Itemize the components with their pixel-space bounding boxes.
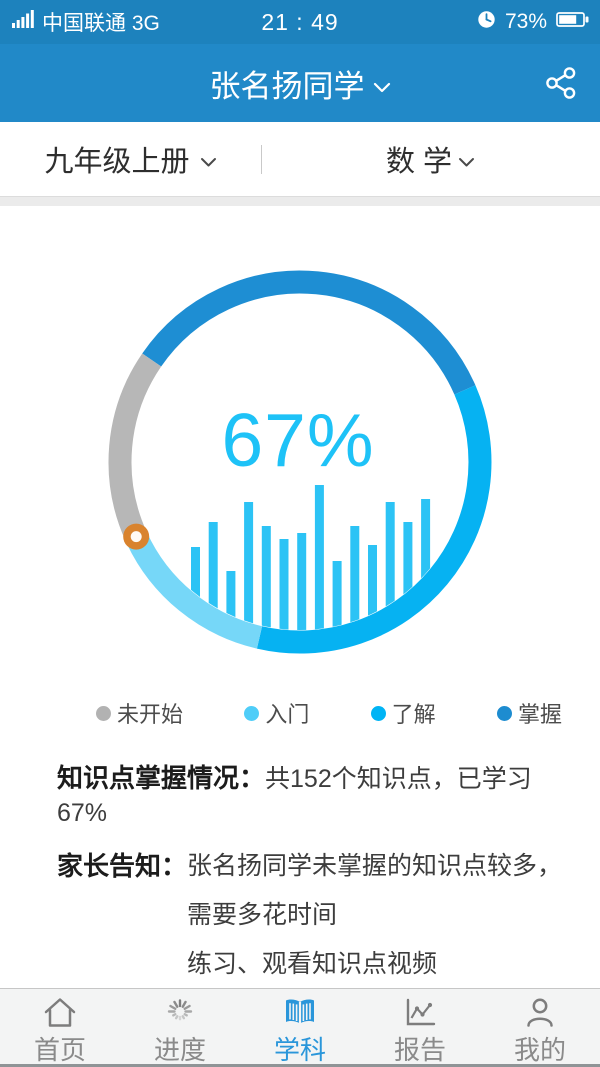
legend-dot — [96, 705, 111, 721]
person-icon — [520, 995, 560, 1029]
tab-reports[interactable]: 报告 — [360, 989, 480, 1067]
summary-label: 知识点掌握情况： — [57, 763, 266, 793]
summary-value: 共152个知识点，已学习67% — [57, 765, 532, 827]
legend-item-understood: 了解 — [370, 697, 436, 729]
legend-dot — [370, 705, 386, 721]
battery-percent-label: 73% — [504, 10, 547, 33]
legend-dot — [496, 705, 512, 721]
divider — [261, 145, 262, 174]
tab-subjects[interactable]: 学科 — [240, 989, 360, 1067]
subject-selector-label: 数 学 — [385, 146, 453, 178]
carrier-label: 中国联通 3G — [42, 12, 160, 35]
progress-spinner-icon — [160, 995, 200, 1029]
alarm-clock-icon — [477, 10, 496, 35]
tab-bar: 首页 进度 学科 — [0, 988, 600, 1067]
screen-bottom-edge — [0, 1064, 600, 1067]
legend-item-not-started: 未开始 — [96, 697, 183, 729]
header: 张名扬同学 — [0, 44, 600, 122]
signal-strength-icon — [12, 10, 35, 34]
filter-bar: 九年级上册 数 学 — [0, 122, 600, 197]
legend: 未开始 入门 了解 掌握 — [96, 699, 562, 727]
notice-label: 家长告知： — [57, 851, 188, 881]
share-button[interactable] — [542, 64, 580, 102]
chevron-down-icon — [200, 143, 217, 176]
mastery-percentage: 67% — [221, 398, 375, 482]
share-icon — [546, 67, 576, 99]
knowledge-summary: 知识点掌握情况：共152个知识点，已学习67% — [57, 761, 576, 830]
status-time: 21 : 49 — [261, 8, 339, 35]
parent-notice: 家长告知： 张名扬同学未掌握的知识点较多，需要多花时间 练习、观看知识点视频 — [57, 842, 570, 989]
chevron-down-icon — [458, 143, 475, 176]
battery-icon — [556, 10, 590, 35]
legend-item-mastered: 掌握 — [496, 697, 562, 729]
report-chart-icon — [400, 995, 440, 1029]
tab-progress[interactable]: 进度 — [120, 989, 240, 1067]
student-selector[interactable]: 张名扬同学 — [0, 44, 600, 122]
book-selector[interactable]: 九年级上册 — [0, 122, 261, 196]
open-book-icon — [280, 995, 320, 1029]
page-title: 张名扬同学 — [209, 68, 365, 104]
legend-item-beginner: 入门 — [244, 697, 309, 729]
legend-dot — [244, 705, 260, 721]
subject-selector[interactable]: 数 学 — [261, 122, 600, 196]
status-bar: 中国联通 3G 21 : 49 73% — [0, 0, 600, 44]
notice-line2: 练习、观看知识点视频 — [187, 950, 438, 978]
mastery-donut-chart — [108, 270, 492, 654]
chevron-down-icon — [373, 65, 391, 101]
book-selector-label: 九年级上册 — [44, 146, 190, 178]
tab-me[interactable]: 我的 — [480, 989, 600, 1067]
separator-band — [0, 197, 600, 206]
notice-line1: 张名扬同学未掌握的知识点较多，需要多花时间 — [187, 852, 563, 929]
home-icon — [40, 995, 80, 1029]
tab-home[interactable]: 首页 — [0, 989, 120, 1067]
